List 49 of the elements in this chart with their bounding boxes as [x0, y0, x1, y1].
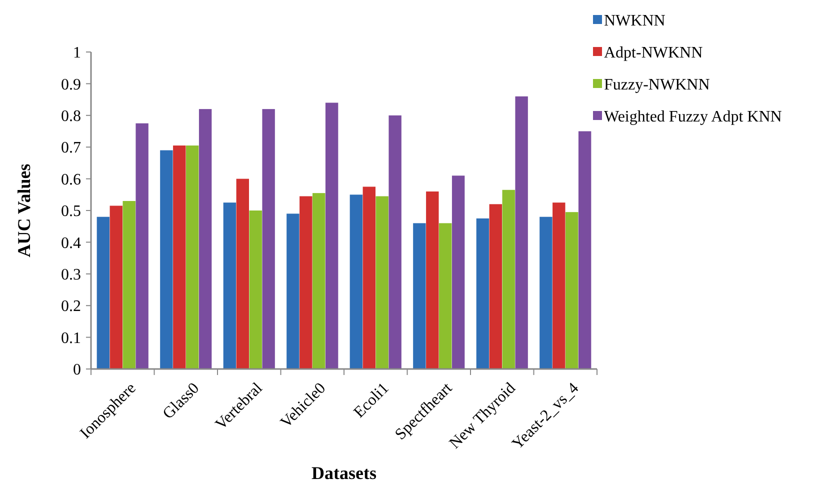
bar	[350, 194, 363, 369]
bar	[515, 96, 528, 369]
bar	[96, 216, 110, 369]
bar	[312, 193, 326, 369]
bar	[173, 146, 186, 369]
x-axis-title: Datasets	[312, 463, 376, 483]
bar	[489, 204, 502, 369]
bar	[160, 150, 173, 369]
y-tick-label: 0.6	[61, 171, 81, 188]
bar	[362, 186, 376, 369]
y-tick-label: 0.9	[61, 76, 81, 94]
bar	[136, 123, 148, 369]
legend-label: Adpt-NWKNN	[604, 44, 704, 62]
bar	[122, 200, 136, 369]
bar	[552, 202, 566, 369]
bar	[325, 102, 338, 369]
y-tick-label: 0.8	[61, 108, 81, 125]
bar	[502, 190, 515, 369]
bar	[236, 178, 249, 369]
y-tick-label: 0.7	[61, 140, 81, 157]
bar	[566, 212, 578, 369]
bar	[439, 223, 452, 369]
y-tick-label: 0.3	[61, 266, 81, 284]
y-tick-label: 0.4	[61, 234, 81, 252]
bar	[376, 196, 388, 369]
bar	[452, 176, 465, 369]
bar	[198, 109, 212, 369]
legend-label: NWKNN	[604, 12, 666, 30]
bar	[476, 218, 490, 369]
y-tick-label: 1	[73, 44, 81, 62]
bar	[186, 146, 199, 369]
bar	[300, 196, 312, 369]
bar	[540, 216, 552, 369]
bar	[388, 115, 402, 369]
y-tick-label: 0.2	[61, 298, 81, 316]
bar	[110, 206, 122, 369]
bar	[413, 223, 426, 369]
bar	[249, 210, 262, 369]
bar	[223, 202, 236, 369]
legend-label: Weighted Fuzzy Adpt KNN	[604, 108, 782, 126]
legend-label: Fuzzy-NWKNN	[604, 76, 710, 94]
y-tick-label: 0.1	[61, 330, 81, 347]
bar	[426, 191, 439, 369]
bar	[286, 214, 300, 369]
bar	[578, 131, 592, 369]
bar	[262, 109, 275, 369]
y-axis-title: AUC Values	[14, 164, 34, 258]
y-tick-label: 0.5	[61, 203, 81, 220]
y-tick-label: 0	[73, 362, 81, 379]
